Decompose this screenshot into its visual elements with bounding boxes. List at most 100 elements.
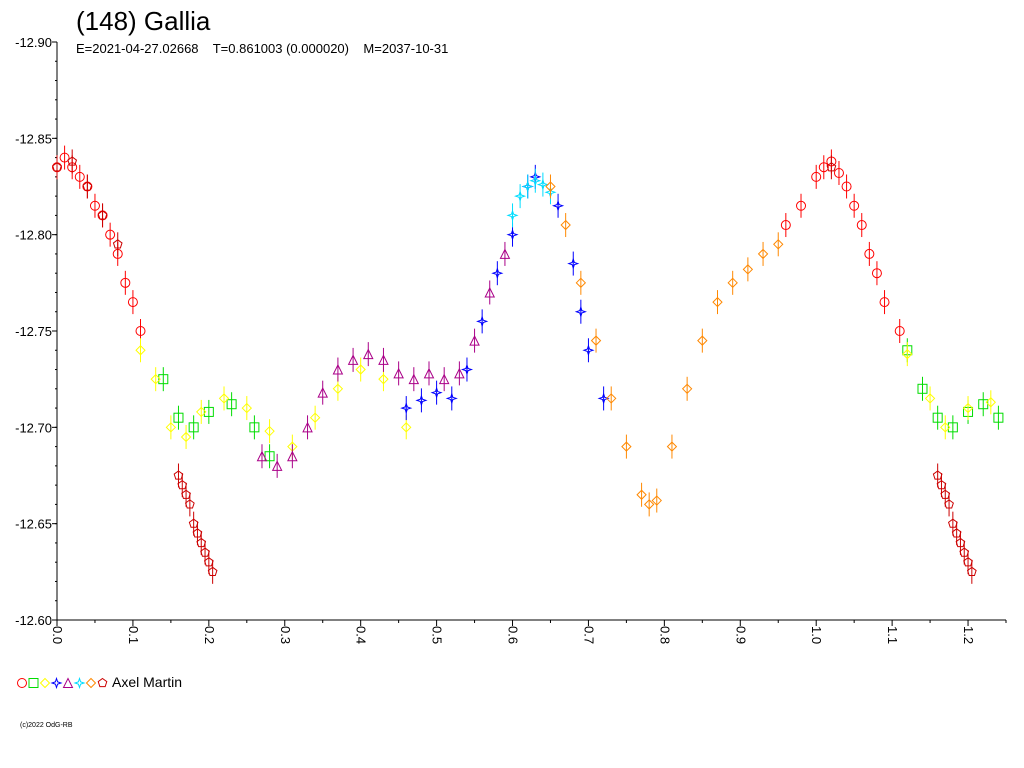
data-point [393, 361, 404, 386]
data-point [833, 161, 844, 186]
y-axis-ticks: -12.90 -12.85 -12.80 -12.75 -12.70 -12.65 -12.… [15, 35, 57, 628]
data-point [112, 232, 123, 257]
data-point [218, 386, 230, 411]
data-point [727, 270, 738, 295]
data-point [966, 559, 977, 584]
data-point [362, 342, 374, 367]
x-tick-label: 0.8 [657, 626, 672, 644]
data-point [529, 168, 542, 193]
data-point [476, 309, 489, 334]
data-point [430, 380, 443, 405]
data-point [158, 367, 169, 392]
data-point [59, 145, 70, 170]
data-point [879, 290, 890, 315]
data-point [811, 164, 822, 189]
data-point [932, 405, 943, 430]
data-point [127, 290, 138, 315]
chart-title: (148) Gallia [76, 6, 211, 36]
data-point [514, 184, 527, 209]
data-point [841, 174, 852, 199]
data-point [415, 388, 428, 413]
data-point [207, 559, 218, 584]
data-point [173, 405, 184, 430]
data-point [757, 241, 769, 266]
data-point [697, 328, 708, 353]
data-point [287, 444, 298, 469]
data-point [347, 347, 359, 372]
data-point [264, 444, 275, 469]
data-point [582, 338, 595, 363]
data-point [499, 241, 511, 266]
y-tick-label: -12.65 [15, 517, 52, 532]
legend-marker [73, 676, 86, 690]
data-point [184, 492, 195, 517]
data-point [438, 367, 450, 392]
data-point [445, 386, 458, 411]
data-point [400, 396, 413, 421]
data-point [97, 203, 108, 228]
data-point [818, 155, 829, 180]
x-tick-label: 0.6 [506, 626, 521, 644]
x-tick-label: 0.3 [278, 626, 293, 644]
data-point [621, 434, 632, 459]
legend-marker [62, 677, 74, 688]
data-point [590, 328, 602, 353]
x-tick-label: 1.2 [961, 626, 976, 644]
data-point [681, 376, 693, 401]
x-tick-label: 0.5 [430, 626, 445, 644]
data-point [82, 174, 93, 199]
data-point [902, 342, 913, 367]
data-point [826, 155, 837, 180]
data-point [332, 357, 344, 382]
data-point [249, 415, 260, 440]
data-point [423, 361, 435, 386]
data-point [256, 444, 268, 469]
legend-marker [39, 677, 51, 689]
data-point [551, 193, 565, 218]
data-point [597, 386, 610, 411]
y-tick-label: -12.90 [15, 35, 52, 50]
data-points [52, 145, 1004, 584]
legend: Axel Martin [17, 674, 182, 690]
legend-markers [17, 676, 108, 690]
data-point [796, 193, 807, 218]
data-point [712, 290, 723, 315]
plot-axes [56, 42, 1006, 621]
data-point [74, 164, 85, 189]
data-point [317, 380, 329, 405]
data-point [666, 434, 678, 459]
data-point [120, 270, 131, 295]
data-point [780, 213, 791, 238]
copyright-text: (c)2022 OdG-RB [20, 722, 73, 729]
chart-subtitle: E=2021-04-27.02668 T=0.861003 (0.000020)… [76, 41, 448, 56]
data-point [560, 213, 571, 238]
data-point [574, 299, 587, 324]
x-tick-label: 0.7 [581, 626, 596, 644]
y-tick-label: -12.80 [15, 228, 52, 243]
x-tick-label: 0.1 [126, 626, 141, 644]
data-point [651, 488, 662, 513]
legend-marker [85, 677, 97, 689]
data-point [947, 415, 958, 440]
legend-marker [97, 677, 108, 688]
data-point [226, 392, 237, 417]
x-tick-label: 0.0 [50, 626, 65, 644]
data-point [985, 390, 997, 415]
data-point [378, 347, 389, 372]
data-point [606, 386, 617, 411]
data-point [271, 453, 283, 478]
data-point [978, 392, 989, 417]
data-point [52, 155, 62, 180]
data-point [67, 149, 78, 174]
y-tick-label: -12.60 [15, 613, 52, 628]
data-point [309, 405, 321, 430]
x-tick-label: 0.4 [354, 626, 369, 644]
y-tick-label: -12.75 [15, 324, 52, 339]
x-tick-label: 1.0 [809, 626, 824, 644]
data-point [643, 492, 655, 517]
data-point [203, 399, 214, 424]
data-point [302, 415, 313, 440]
data-point [856, 213, 867, 238]
data-point [165, 415, 177, 440]
